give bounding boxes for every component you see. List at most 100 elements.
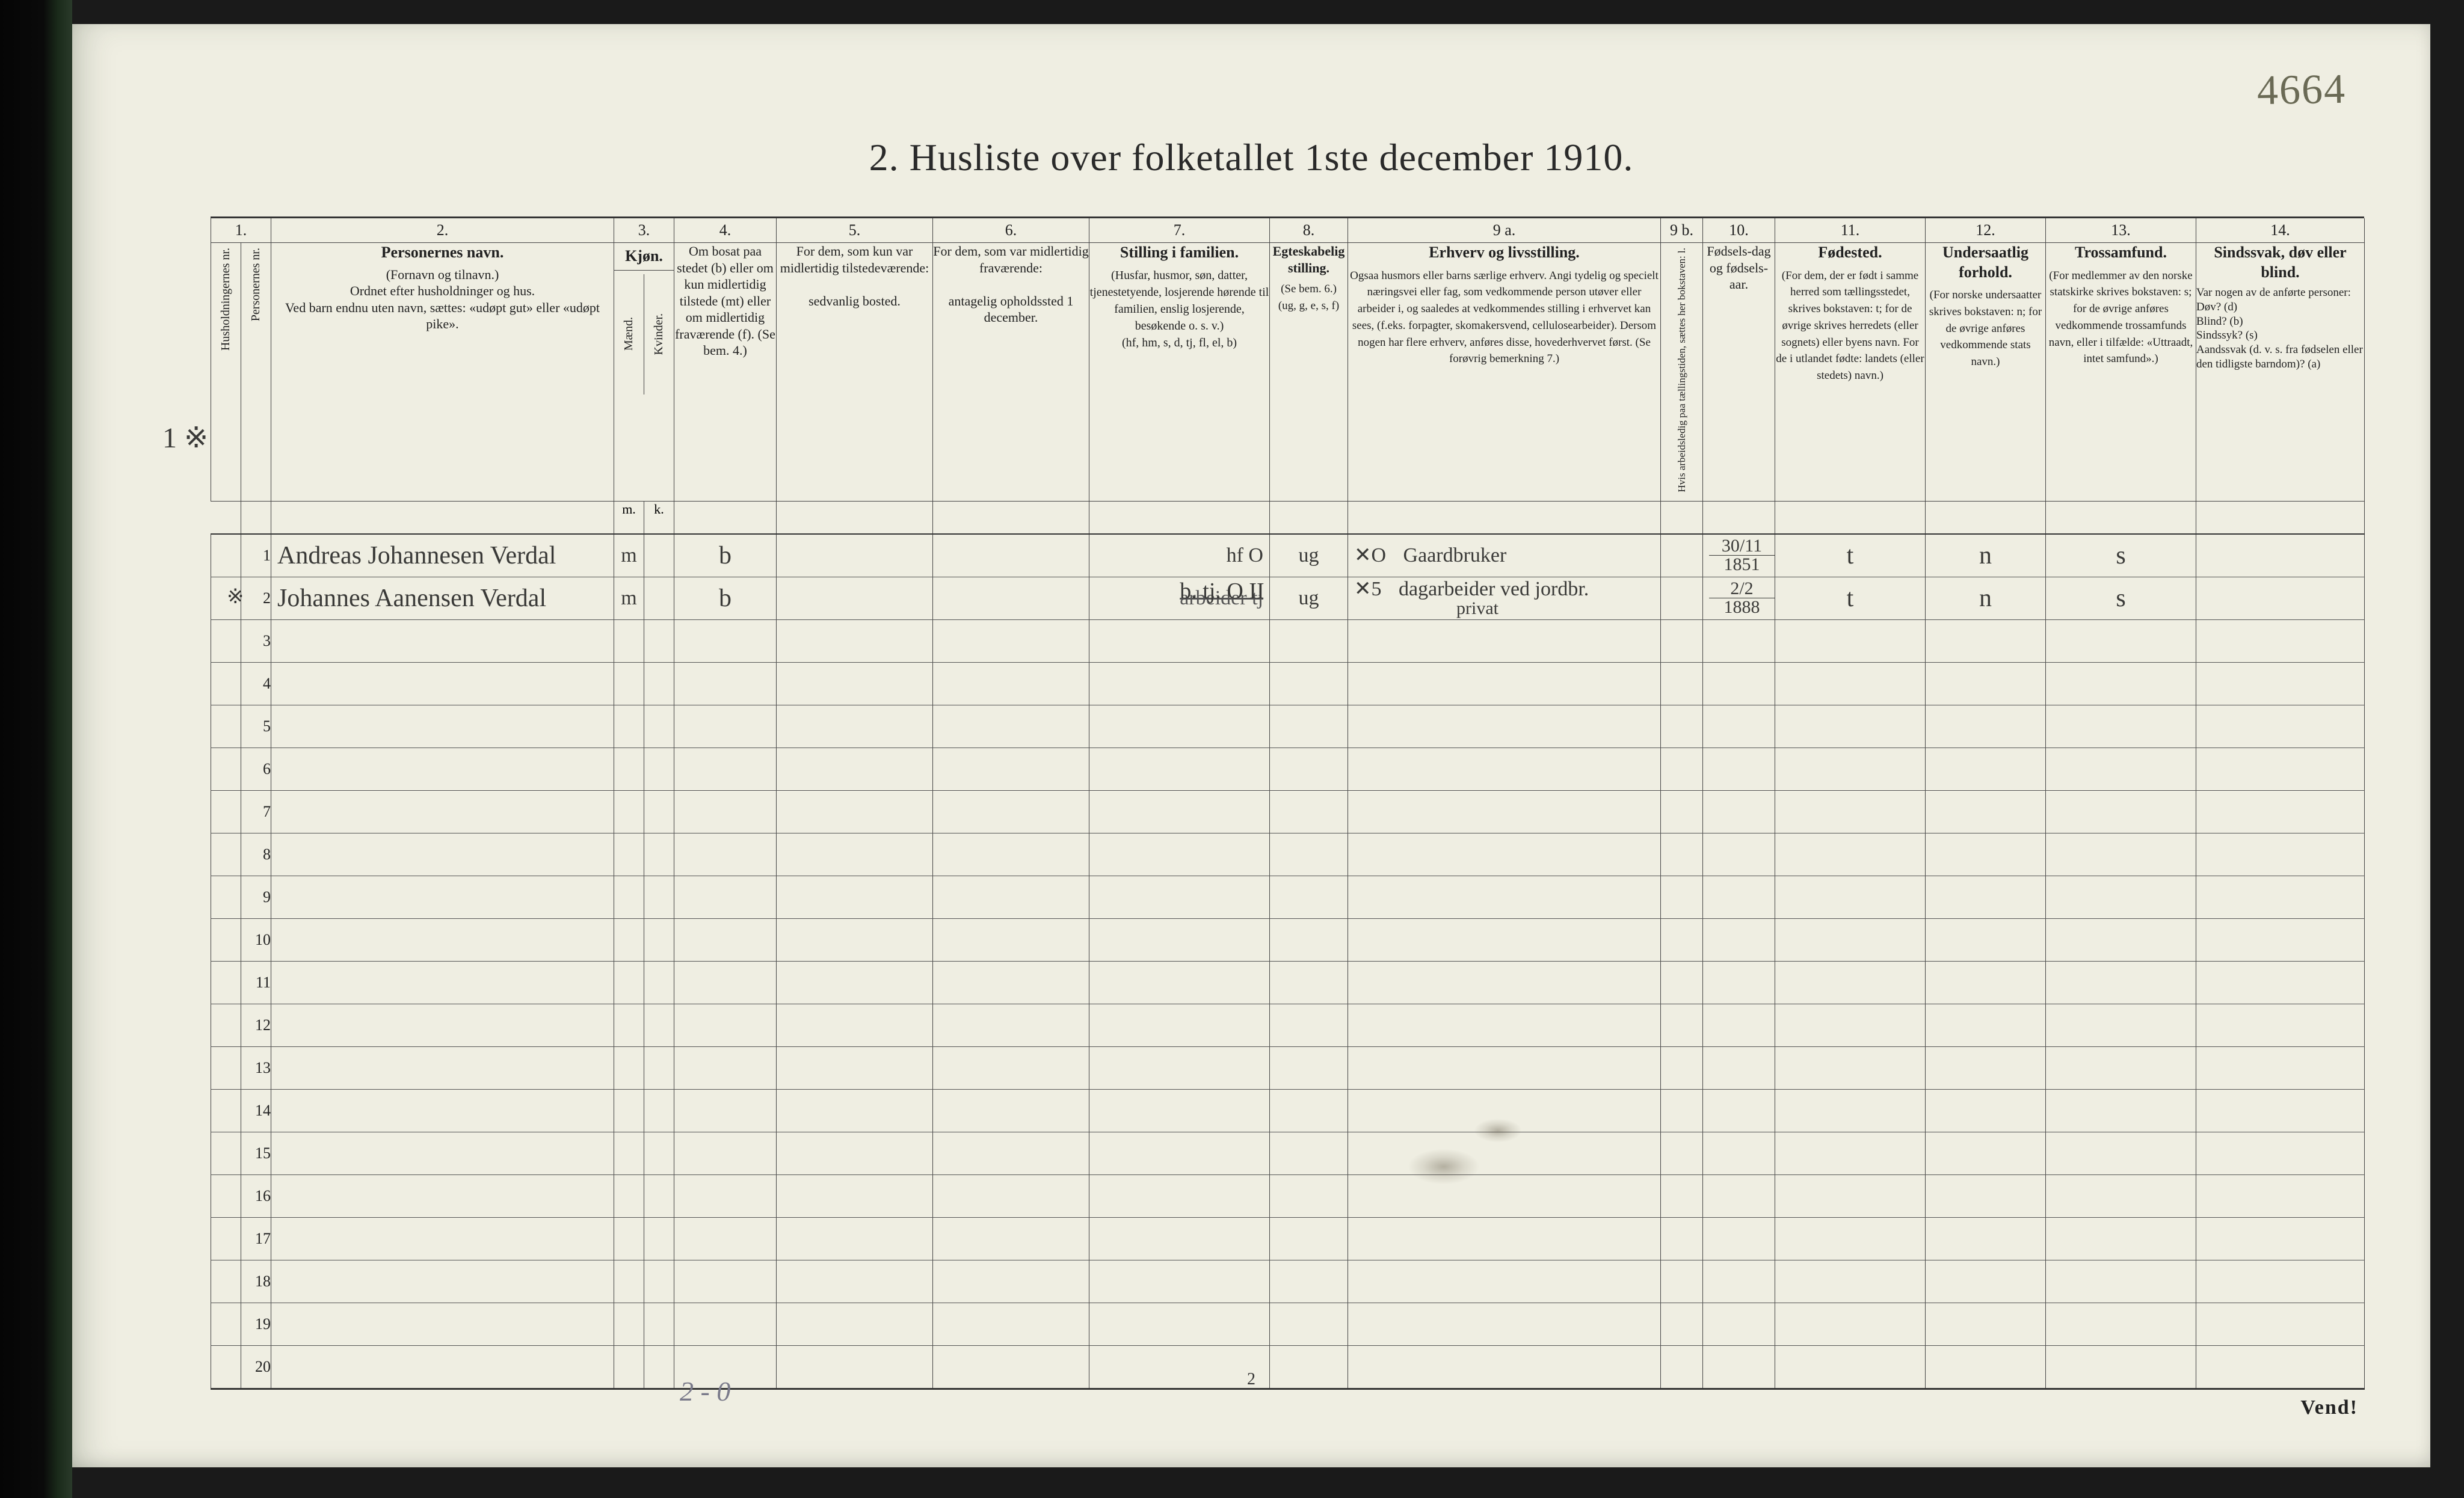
cell-bosat xyxy=(674,876,777,918)
cell-sex-m xyxy=(614,961,644,1004)
header-row: Husholdningernes nr. Personernes nr. Per… xyxy=(211,243,2365,502)
cell-midl-frav xyxy=(933,1046,1089,1089)
cell-arbeidsledig xyxy=(1661,961,1703,1004)
cell-egteskab xyxy=(1270,1089,1348,1132)
colnum-1: 1. xyxy=(211,218,271,243)
table-row: 10 xyxy=(211,918,2365,961)
cell-stat xyxy=(1926,1303,2046,1345)
table-row: 1Andreas Johannesen Verdalmbhf Oug✕O Gaa… xyxy=(211,534,2365,577)
cell-person-nr: 7 xyxy=(241,790,271,833)
cell-arbeidsledig xyxy=(1661,619,1703,662)
cell-tros xyxy=(2046,705,2196,747)
cell-sex-k xyxy=(644,619,674,662)
cell-famstilling xyxy=(1089,918,1270,961)
colnum-3: 3. xyxy=(614,218,674,243)
cell-stat xyxy=(1926,1046,2046,1089)
cell-midl-frav xyxy=(933,918,1089,961)
cell-midl-tilstede xyxy=(777,1089,933,1132)
cell-midl-frav xyxy=(933,577,1089,619)
cell-fodselsdato xyxy=(1703,662,1775,705)
cell-sindssvak xyxy=(2196,577,2365,619)
cell-famstilling xyxy=(1089,619,1270,662)
cell-sindssvak xyxy=(2196,1132,2365,1174)
cell-famstilling xyxy=(1089,705,1270,747)
cell-sex-k xyxy=(644,534,674,577)
cell-sex-k xyxy=(644,918,674,961)
colnum-2: 2. xyxy=(271,218,614,243)
sex-subrow: m. k. xyxy=(211,502,2365,534)
colnum-7: 7. xyxy=(1089,218,1270,243)
cell-household-nr xyxy=(211,1260,241,1303)
cell-tros: s xyxy=(2046,577,2196,619)
cell-erhverv: ✕5 dagarbeider ved jordbr.privat xyxy=(1348,577,1661,619)
cell-famstilling xyxy=(1089,1174,1270,1217)
cell-person-nr: 6 xyxy=(241,747,271,790)
scan-root: 4664 2. Husliste over folketallet 1ste d… xyxy=(0,0,2464,1498)
cell-sindssvak xyxy=(2196,1260,2365,1303)
colnum-4: 4. xyxy=(674,218,777,243)
cell-tros xyxy=(2046,961,2196,1004)
table-row: 15 xyxy=(211,1132,2365,1174)
cell-name xyxy=(271,876,614,918)
cell-midl-tilstede xyxy=(777,662,933,705)
cell-stat xyxy=(1926,790,2046,833)
cell-famstilling xyxy=(1089,961,1270,1004)
hdr-name: Personernes navn. (Fornavn og tilnavn.) … xyxy=(271,243,614,502)
cell-famstilling: arbeider tjb. tj. O II xyxy=(1089,577,1270,619)
cell-name xyxy=(271,833,614,876)
hdr-trossamfund: Trossamfund. (For medlemmer av den norsk… xyxy=(2046,243,2196,502)
table-row: 17 xyxy=(211,1217,2365,1260)
cell-sex-m xyxy=(614,1046,644,1089)
cell-sex-k xyxy=(644,961,674,1004)
cell-egteskab xyxy=(1270,1046,1348,1089)
cell-sindssvak xyxy=(2196,876,2365,918)
cell-erhverv xyxy=(1348,1260,1661,1303)
cell-fodested xyxy=(1775,1004,1926,1046)
cell-sex-k xyxy=(644,662,674,705)
cell-midl-frav xyxy=(933,1089,1089,1132)
cell-erhverv xyxy=(1348,961,1661,1004)
cell-erhverv xyxy=(1348,1132,1661,1174)
hdr-undersaat: Undersaatlig forhold. (For norske unders… xyxy=(1926,243,2046,502)
subhdr-m: m. xyxy=(614,502,644,534)
colnum-8: 8. xyxy=(1270,218,1348,243)
cell-midl-tilstede xyxy=(777,619,933,662)
cell-person-nr: 12 xyxy=(241,1004,271,1046)
book-binding xyxy=(0,0,72,1498)
cell-famstilling xyxy=(1089,1217,1270,1260)
cell-tros xyxy=(2046,1089,2196,1132)
cell-arbeidsledig xyxy=(1661,790,1703,833)
cell-egteskab xyxy=(1270,961,1348,1004)
cell-egteskab xyxy=(1270,1260,1348,1303)
cell-sindssvak xyxy=(2196,705,2365,747)
cell-fodselsdato xyxy=(1703,1132,1775,1174)
cell-fodselsdato xyxy=(1703,705,1775,747)
table-row: 14 xyxy=(211,1089,2365,1132)
cell-name xyxy=(271,1046,614,1089)
cell-household-nr xyxy=(211,1132,241,1174)
cell-fodselsdato xyxy=(1703,1217,1775,1260)
cell-midl-tilstede xyxy=(777,534,933,577)
cell-sex-m xyxy=(614,833,644,876)
hdr-sex: Kjøn. Mænd. Kvinder. xyxy=(614,243,674,502)
cell-stat xyxy=(1926,619,2046,662)
cell-name xyxy=(271,1174,614,1217)
cell-fodselsdato xyxy=(1703,747,1775,790)
cell-sex-m xyxy=(614,918,644,961)
hdr-arbeidsledig: Hvis arbeidsledig paa tællingstiden, sæt… xyxy=(1661,243,1703,502)
cell-person-nr: 14 xyxy=(241,1089,271,1132)
cell-fodested xyxy=(1775,790,1926,833)
cell-sindssvak xyxy=(2196,833,2365,876)
table-row: ※2Johannes Aanensen Verdalmbarbeider tjb… xyxy=(211,577,2365,619)
cell-famstilling xyxy=(1089,1046,1270,1089)
cell-arbeidsledig xyxy=(1661,1260,1703,1303)
hdr-midl-frav: For dem, som var midlertidig fraværende:… xyxy=(933,243,1089,502)
cell-household-nr xyxy=(211,1089,241,1132)
cell-stat xyxy=(1926,961,2046,1004)
cell-household-nr xyxy=(211,534,241,577)
cell-household-nr xyxy=(211,1004,241,1046)
cell-fodselsdato: 2/21888 xyxy=(1703,577,1775,619)
cell-arbeidsledig xyxy=(1661,1046,1703,1089)
cell-person-nr: 4 xyxy=(241,662,271,705)
cell-fodested xyxy=(1775,1260,1926,1303)
